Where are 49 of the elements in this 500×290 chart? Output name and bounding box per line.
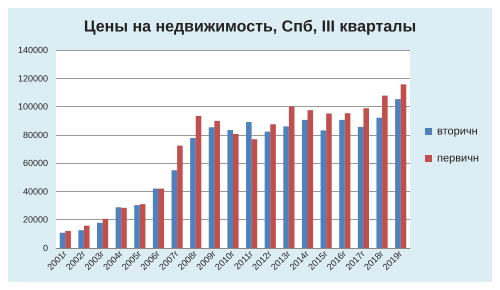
bar	[116, 207, 122, 248]
bar	[233, 134, 239, 248]
bar	[196, 116, 202, 248]
bar	[140, 204, 146, 248]
bar	[172, 170, 178, 248]
bar	[121, 208, 127, 248]
bar	[339, 120, 345, 248]
y-tick-label: 140000	[18, 45, 48, 55]
bar	[246, 122, 252, 248]
bar	[400, 84, 406, 248]
bar	[78, 230, 84, 248]
bar	[395, 99, 401, 248]
bar	[326, 114, 332, 248]
bar	[283, 126, 289, 248]
y-tick-label: 40000	[22, 186, 48, 196]
bar	[158, 188, 164, 248]
bar	[134, 205, 140, 248]
bar	[376, 118, 382, 248]
bar	[320, 130, 326, 248]
y-tick-label: 100000	[18, 102, 48, 112]
bar	[152, 188, 158, 248]
bar	[302, 120, 308, 248]
bar	[358, 126, 364, 248]
bar	[270, 124, 276, 248]
bar	[252, 139, 258, 248]
bar	[102, 218, 108, 248]
bar	[65, 230, 71, 248]
bar	[227, 130, 233, 248]
y-tick-label: 0	[42, 243, 48, 253]
bar	[60, 232, 66, 248]
legend-label: вторичн	[437, 126, 478, 138]
y-tick-label: 120000	[18, 73, 48, 84]
y-tick-label: 60000	[22, 158, 48, 168]
bar	[308, 110, 314, 248]
bar	[288, 106, 294, 248]
bar	[96, 222, 103, 248]
bar	[190, 138, 196, 248]
bar	[264, 132, 270, 248]
legend-label: первичн	[437, 152, 480, 164]
bar	[214, 120, 220, 248]
bar	[382, 96, 388, 248]
chart-title: Цены на недвижимость, Спб, III кварталы	[84, 18, 416, 36]
bar	[208, 127, 214, 248]
y-tick-label: 20000	[22, 214, 48, 225]
bar	[344, 113, 350, 248]
bar	[84, 226, 90, 248]
bar	[177, 146, 183, 248]
y-tick-label: 80000	[22, 130, 48, 140]
bar	[363, 108, 370, 248]
